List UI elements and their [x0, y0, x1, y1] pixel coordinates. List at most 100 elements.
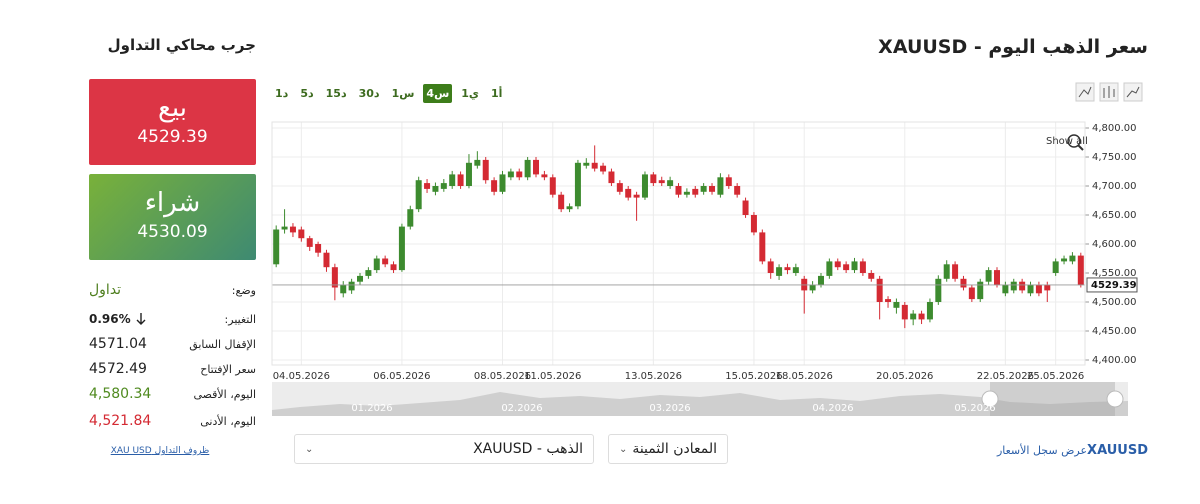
conditions-link[interactable]: ظروف التداول XAU USD [110, 446, 210, 456]
x-tick-label: 06.05.2026 [373, 371, 430, 382]
candle-body [1077, 255, 1084, 285]
x-tick-label: 22.05.2026 [977, 371, 1034, 382]
y-tick-label: 4,650.00 [1092, 210, 1137, 221]
candle-body [440, 183, 447, 189]
stat-row: وضع: تداول [89, 279, 256, 301]
candle-body [943, 264, 950, 279]
candle-body [407, 209, 414, 227]
navigator-handle[interactable] [1106, 390, 1124, 408]
timeframes: أ1 ي1 س4 س1 د30 د15 د5 د1 [272, 84, 505, 103]
navigator-label: 04.2026 [812, 403, 853, 414]
timeframe-button[interactable]: س4 [423, 84, 453, 103]
candle-body [558, 194, 565, 210]
icon-glyph [1078, 86, 1092, 98]
candle-body [474, 159, 481, 166]
candle-body [952, 264, 959, 279]
timeframe-button[interactable]: د5 [300, 87, 314, 100]
candle-body [734, 186, 741, 195]
select-text: المعادن الثمينة [632, 441, 717, 457]
candle-body [1061, 258, 1068, 262]
timeframe-button[interactable]: ي1 [461, 87, 479, 100]
candle-body [574, 162, 581, 207]
history-link[interactable]: XAUUSDعرض سجل الأسعار [997, 443, 1148, 458]
candle-body [776, 267, 783, 276]
x-tick-label: 08.05.2026 [474, 371, 531, 382]
x-tick-label: 25.05.2026 [1027, 371, 1084, 382]
candle-body [482, 159, 489, 181]
candle-body [817, 275, 824, 285]
icon-glyph [1126, 86, 1140, 98]
candle-body [692, 188, 699, 195]
stat-row: اليوم، الأقصى 4,580.34 [89, 383, 256, 405]
candle-body [650, 174, 657, 184]
candle-body [323, 252, 330, 268]
candle-body [432, 186, 439, 192]
candle-body [306, 238, 313, 247]
stat-label: التغيير: [224, 312, 256, 326]
stat-row: التغيير: 0.96% [89, 308, 256, 330]
navigator-area [272, 392, 1128, 416]
timeframe-button[interactable]: أ1 [491, 87, 503, 100]
simulator-title: جرب محاكي التداول [107, 36, 256, 54]
timeframe-button[interactable]: د15 [325, 87, 347, 100]
show-all[interactable]: Show all [1046, 136, 1088, 147]
candle-body [918, 313, 925, 320]
candle-body [449, 174, 456, 186]
chart-type-icons[interactable] [1075, 82, 1143, 102]
stat-label: سعر الإفتتاح [200, 362, 256, 376]
candle-body [750, 215, 757, 233]
sell-button[interactable]: بيع 4529.39 [89, 79, 256, 165]
symbol-select[interactable]: الذهب - XAUUSD ⌄ [294, 434, 594, 464]
candle-body [809, 284, 816, 291]
stat-label: اليوم، الأدنى [200, 414, 256, 428]
candle-body [533, 159, 540, 175]
y-tick-label: 4,700.00 [1092, 181, 1137, 192]
candle-body [365, 270, 372, 276]
candle-body [868, 273, 875, 279]
stat-label: الإقفال السابق [189, 337, 256, 351]
timeframe-button[interactable]: س1 [391, 87, 415, 100]
navigator[interactable]: 01.2026 02.2026 03.2026 04.2026 05.2026 [272, 382, 1128, 416]
candle-body [398, 226, 405, 271]
sell-price: 4529.39 [137, 127, 208, 147]
candle-body [725, 177, 732, 186]
category-select[interactable]: المعادن الثمينة ⌄ [608, 434, 728, 464]
candle-body [759, 232, 766, 262]
plot: 4,400.00 4,450.00 4,500.00 4,550.00 4,600.00… [272, 122, 1138, 382]
candle-body [625, 188, 632, 198]
timeframe-button[interactable]: د1 [275, 87, 289, 100]
line-icon[interactable] [1075, 82, 1095, 102]
candle-body [1044, 284, 1051, 291]
timeframe-button[interactable]: د30 [358, 87, 380, 100]
candle-body [281, 226, 288, 230]
navigator-handle[interactable] [981, 390, 999, 408]
stat-value: 4572.49 [89, 361, 147, 377]
candle-body [901, 304, 908, 320]
buy-price: 4530.09 [137, 222, 208, 242]
zoom-icon[interactable] [1067, 134, 1081, 148]
stat-row: الإقفال السابق 4571.04 [89, 333, 256, 355]
candle-body [608, 171, 615, 184]
zoom-icon-handle [1077, 144, 1084, 151]
candle-body [465, 162, 472, 186]
navigator-selection[interactable] [990, 382, 1115, 416]
candle-body [415, 180, 422, 210]
candle-body [273, 229, 280, 265]
sell-label: بيع [158, 93, 187, 123]
candle-body [340, 284, 347, 294]
x-tick-label: 20.05.2026 [876, 371, 933, 382]
navigator-label: 01.2026 [351, 403, 392, 414]
y-tick-label: 4,400.00 [1092, 355, 1137, 366]
candle-body [792, 267, 799, 273]
stat-value: 4571.04 [89, 336, 147, 352]
buy-button[interactable]: شراء 4530.09 [89, 174, 256, 260]
x-tick-label: 18.05.2026 [776, 371, 833, 382]
y-tick-label: 4,800.00 [1092, 123, 1137, 134]
navigator-label: 02.2026 [501, 403, 542, 414]
candle-body [960, 278, 967, 288]
history-text: عرض سجل الأسعار [996, 444, 1088, 457]
candle-body [315, 244, 322, 253]
candle-body [851, 261, 858, 271]
candle-body [524, 159, 531, 178]
select-text: الذهب - XAUUSD [473, 441, 583, 457]
